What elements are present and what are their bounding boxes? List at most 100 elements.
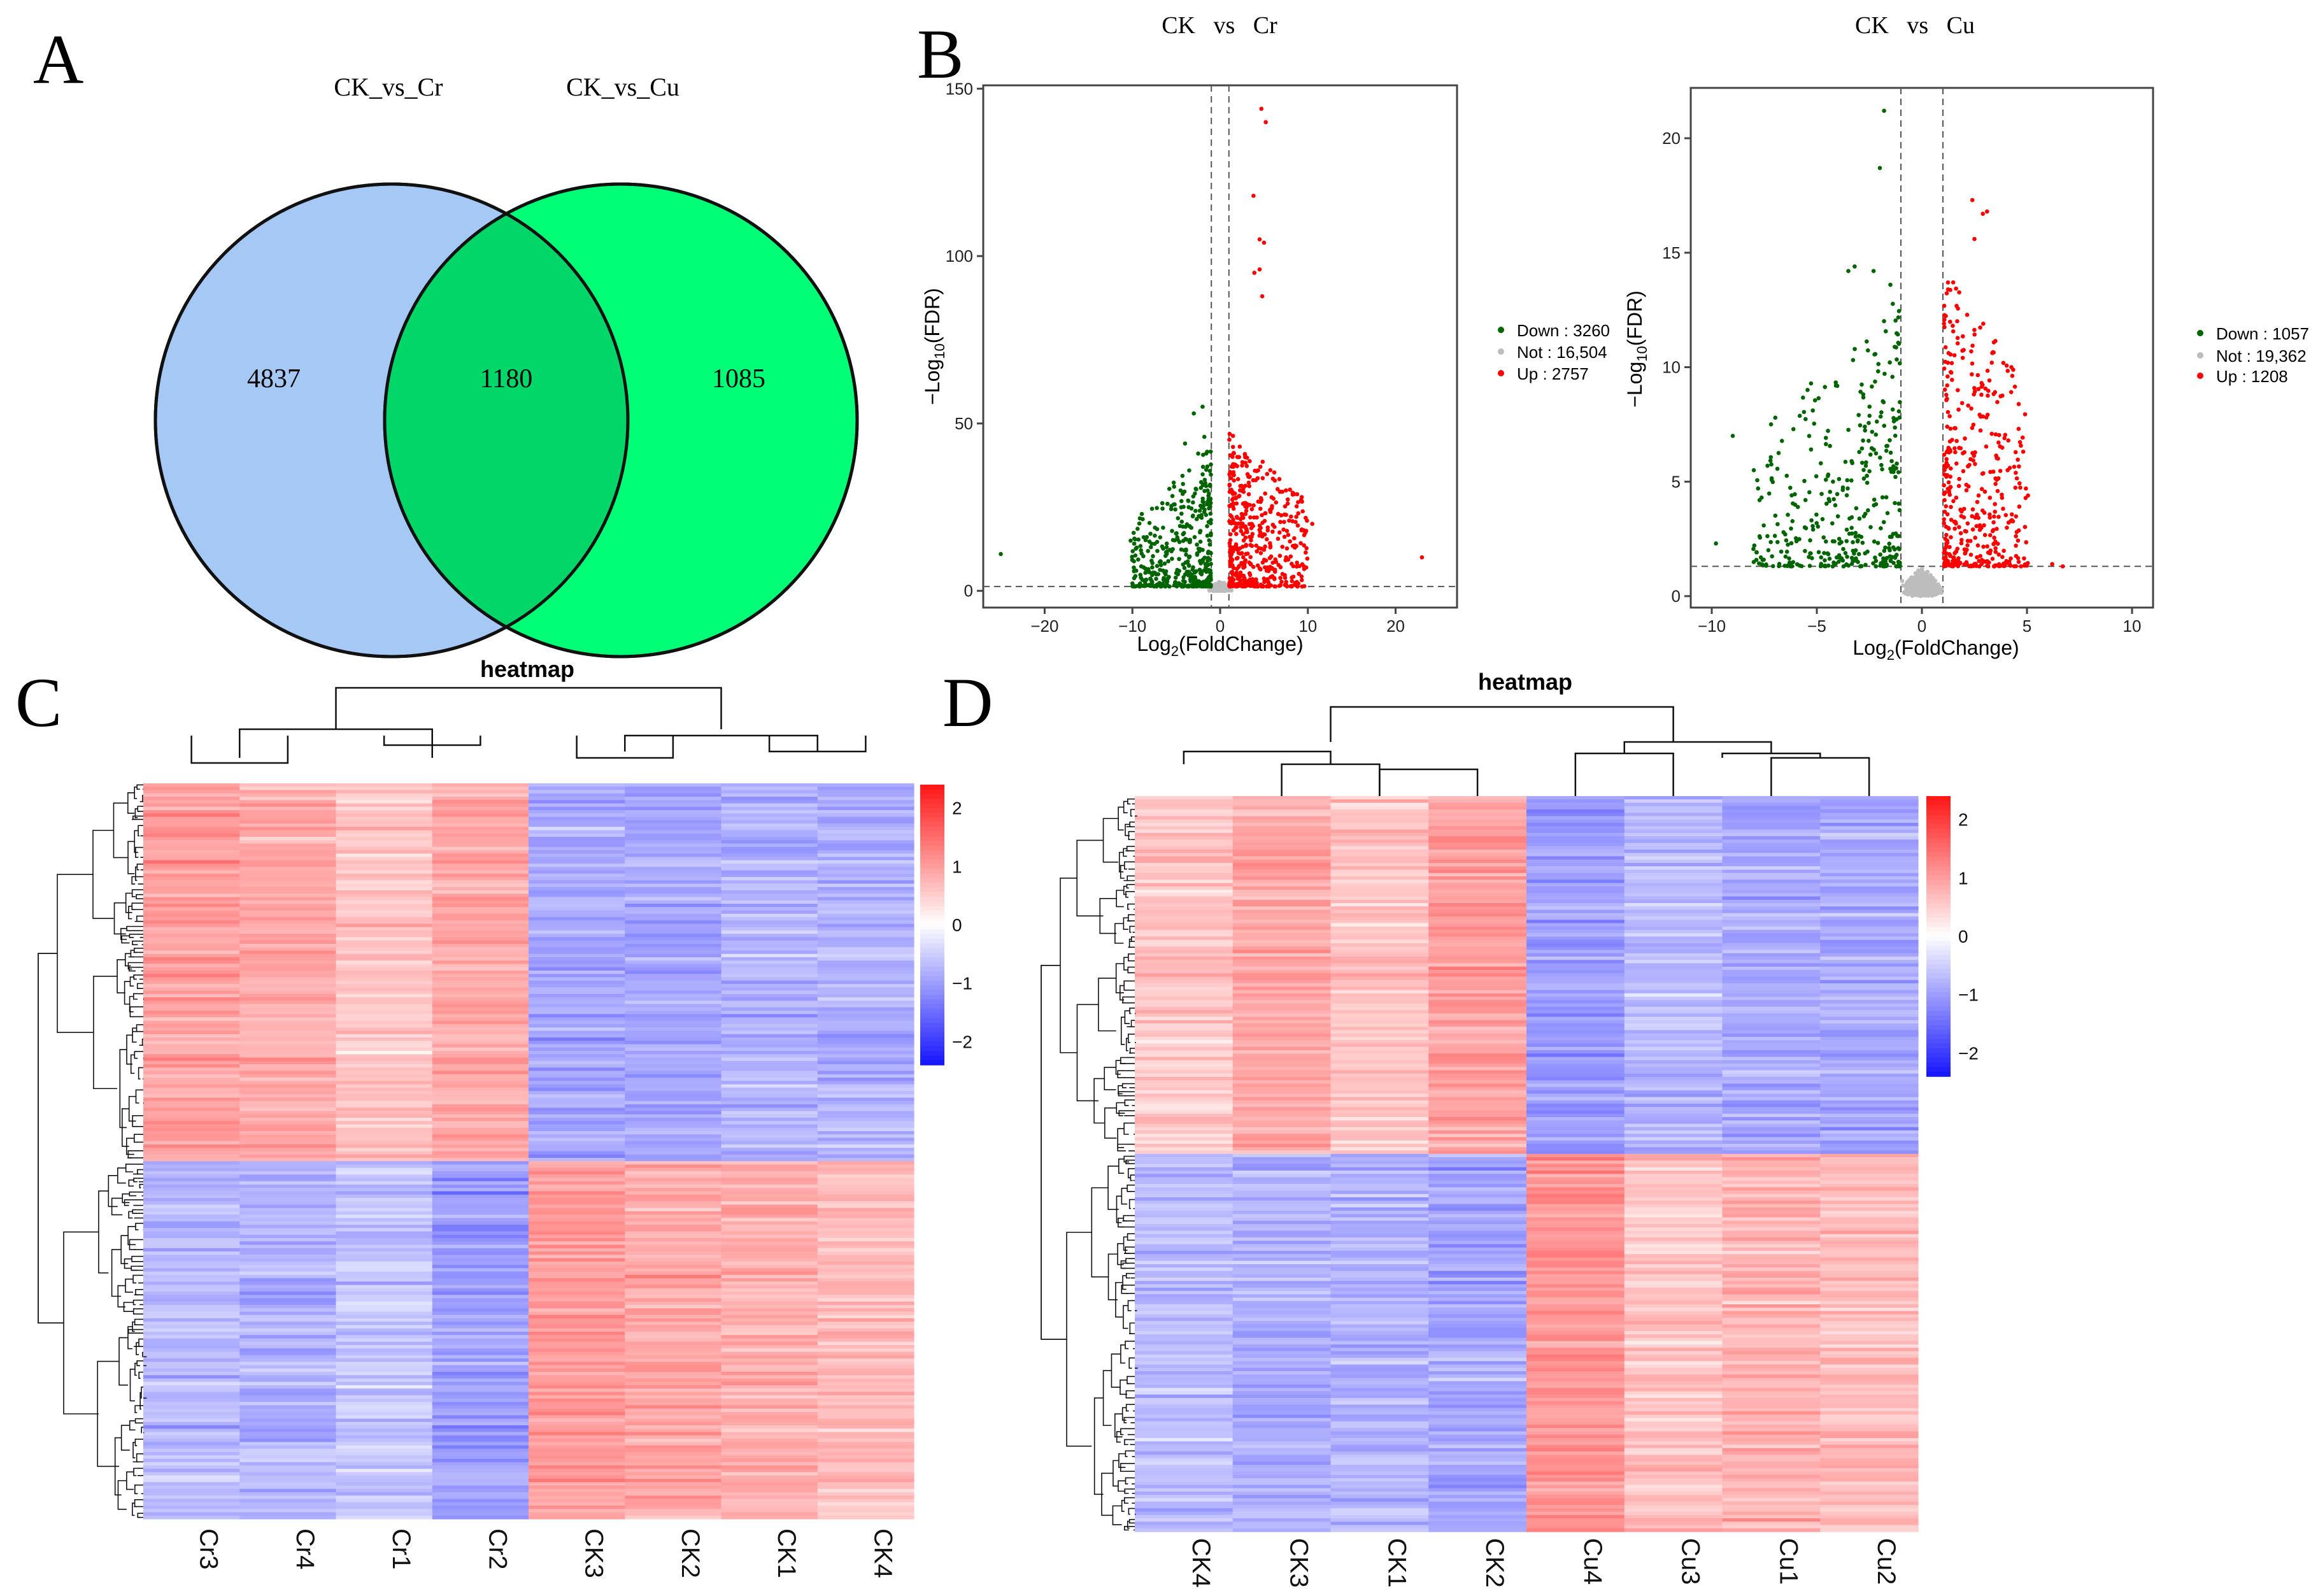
heatmap-cell-c-22-4: [529, 857, 625, 861]
volcano-point-cu-down-1569: [1820, 517, 1825, 522]
volcano-point-cu-down-1593: [1835, 492, 1840, 497]
volcano-point-cr-outlier-2309: [1260, 294, 1265, 299]
volcano-point-cu-up-1998: [2016, 538, 2021, 543]
volcano-point-cu-up-2030: [1970, 361, 1975, 366]
volcano-point-cr-up-2291: [1262, 580, 1267, 585]
heatmap-cell-c-10-0: [143, 816, 240, 821]
volcano-point-cr-up-2230: [1288, 584, 1293, 588]
volcano-point-cr-up-2190: [1292, 536, 1297, 541]
volcano-point-cu-up-2043: [1949, 378, 1954, 382]
heatmap-cell-c-4-0: [143, 797, 240, 801]
volcano-point-cu-down-1785: [1773, 415, 1778, 420]
volcano-point-cu-up-2266: [1945, 396, 1949, 401]
volcano-frame-cu: [1689, 87, 2154, 609]
volcano-point-cu-down-1762: [1863, 428, 1868, 433]
volcano-point-cu-down-1811: [1879, 410, 1884, 415]
volcano-point-cu-down-1765: [1823, 558, 1827, 563]
heatmap-cell-c-13-1: [239, 827, 337, 831]
volcano-point-cu-up-2007: [2014, 534, 2018, 539]
volcano-point-cu-up-2158: [2009, 390, 2014, 394]
volcano-point-cr-down-1696: [1139, 575, 1143, 580]
volcano-point-cu-up-2038: [2020, 435, 2025, 440]
heatmap-cell-c-0-6: [721, 783, 818, 787]
volcano-point-cr-down-1562: [1195, 542, 1199, 547]
volcano-point-cr-up-2239: [1231, 566, 1236, 571]
volcano-ylabel-sub-cu: 10: [1634, 346, 1650, 361]
volcano-point-cu-down-1665: [1823, 385, 1828, 390]
volcano-point-cu-up-2206: [2002, 564, 2007, 568]
volcano-point-cr-up-2208: [1234, 542, 1239, 547]
volcano-point-cr-down-1699: [1180, 473, 1185, 478]
volcano-point-cr-down-1812: [1175, 567, 1179, 573]
volcano-point-cr-up-2188: [1279, 580, 1284, 584]
volcano-point-cu-up-2215: [1952, 561, 1957, 566]
volcano-point-cr-down-1668: [1147, 520, 1152, 525]
volcano-point-cr-up-2224: [1242, 453, 1248, 457]
volcano-point-cr-up-2285: [1288, 487, 1292, 492]
volcano-point-cu-up-2306: [2014, 530, 2019, 534]
volcano-point-cr-up-2156: [1244, 527, 1249, 532]
volcano-point-cr-up-2148: [1228, 544, 1232, 549]
volcano-point-cr-up-1944: [1248, 515, 1253, 520]
volcano-point-cu-up-2269: [1948, 485, 1953, 489]
heatmap-cell-c-30-7: [817, 883, 914, 888]
volcano-point-cu-down-1846: [1888, 554, 1893, 559]
volcano-point-cu-down-1701: [1787, 556, 1791, 561]
volcano-point-cu-not-1455: [1910, 583, 1915, 587]
volcano-point-cr-down-1773: [1155, 539, 1160, 545]
volcano-point-cr-down-1731: [1131, 531, 1136, 535]
volcano-point-cr-up-1926: [1227, 438, 1232, 442]
volcano-point-cu-down-1535: [1826, 429, 1830, 433]
volcano-point-cu-down-1808: [1795, 504, 1800, 509]
heatmap-cell-c-4-3: [432, 797, 529, 801]
volcano-point-cu-up-2248: [2016, 457, 2020, 462]
volcano-point-cr-down-1665: [1205, 450, 1209, 454]
heatmap-cell-c-15-0: [143, 833, 240, 837]
volcano-point-cr-up-2248: [1228, 563, 1233, 567]
volcano-point-cu-down-1509: [1783, 554, 1788, 559]
heatmap-cell-c-5-4: [529, 800, 625, 804]
volcano-point-cu-not-1499: [1921, 585, 1926, 590]
legend-down-marker-cr: [1498, 327, 1504, 333]
volcano-point-cu-down-1823: [1776, 450, 1781, 455]
volcano-point-cu-up-2078: [1954, 439, 1959, 443]
volcano-point-cu-down-1836: [1893, 433, 1898, 438]
volcano-point-cu-down-1750: [1844, 493, 1849, 497]
heatmap-cell-c-1-1: [239, 787, 337, 791]
volcano-point-cu-up-2244: [1961, 451, 1965, 455]
volcano-point-cr-down-1649: [1159, 584, 1164, 589]
volcano-point-cu-up-2083: [1972, 332, 1977, 337]
heatmap-cell-c-14-3: [432, 830, 529, 834]
volcano-xlabel-cu: Log2(FoldChange): [1852, 636, 2019, 663]
volcano-point-cu-up-2217: [1963, 529, 1968, 534]
heatmap-cell-c-13-4: [529, 827, 625, 831]
volcano-point-cr-down-1757: [1203, 481, 1208, 485]
volcano-point-cr-up-2260: [1231, 450, 1236, 455]
volcano-point-cr-up-2055: [1298, 541, 1303, 546]
volcano-point-cr-outlier-2305: [1257, 237, 1262, 242]
volcano-ylabel-cu: −Log10(FDR): [1623, 290, 1650, 408]
volcano-point-cr-down-1486: [1208, 449, 1213, 454]
volcano-point-cu-down-1628: [1803, 497, 1808, 502]
volcano-point-cu-down-1816: [1827, 557, 1832, 561]
volcano-point-cr-up-2215: [1230, 492, 1235, 496]
volcano-point-cu-up-2012: [1948, 466, 1953, 471]
volcano-point-cr-up-2118: [1241, 486, 1246, 490]
volcano-points-cr: [999, 106, 1425, 593]
volcano-point-cr-outlier-2317: [1299, 495, 1304, 499]
volcano-point-cu-down-1756: [1852, 346, 1857, 352]
volcano-point-cr-up-2040: [1244, 543, 1248, 548]
volcano-point-cu-down-1813: [1819, 555, 1824, 560]
volcano-point-cu-up-2145: [2014, 514, 2019, 519]
volcano-point-cu-up-2164: [2024, 540, 2029, 545]
volcano-point-cu-up-2305: [1987, 495, 1993, 500]
volcano-point-cr-down-1764: [1207, 550, 1211, 555]
volcano-point-cu-down-1597: [1895, 331, 1899, 336]
volcano-point-cr-up-1993: [1227, 490, 1232, 494]
volcano-point-cr-up-2251: [1284, 581, 1288, 587]
volcano-point-cu-down-1693: [1824, 539, 1828, 544]
volcano-point-cr-down-1817: [1195, 551, 1200, 556]
volcano-point-cu-down-1800: [1849, 459, 1854, 464]
volcano-point-cr-down-1704: [1132, 565, 1136, 570]
volcano-point-cu-down-1818: [1854, 506, 1859, 511]
